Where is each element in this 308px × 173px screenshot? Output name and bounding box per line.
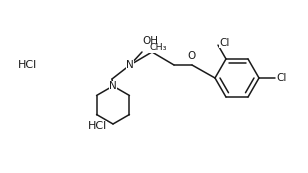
Text: OH: OH: [142, 36, 158, 46]
Text: Cl: Cl: [219, 38, 229, 48]
Text: N: N: [126, 60, 134, 70]
Text: CH₃: CH₃: [149, 43, 167, 52]
Text: HCl: HCl: [88, 121, 107, 131]
Text: N: N: [109, 81, 117, 91]
Text: HCl: HCl: [18, 60, 37, 70]
Text: O: O: [188, 51, 196, 61]
Text: Cl: Cl: [276, 73, 286, 83]
